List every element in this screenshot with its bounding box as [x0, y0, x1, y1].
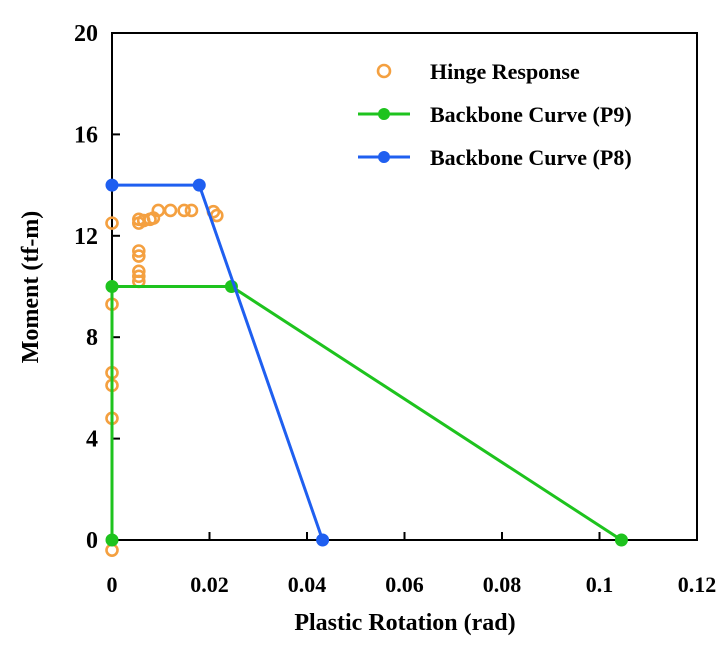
x-tick-label: 0.04: [288, 572, 327, 597]
x-tick-label: 0.02: [190, 572, 229, 597]
y-tick-label: 0: [86, 528, 98, 554]
y-axis: 0 4 8 12 16 20: [74, 21, 120, 554]
series-backbone-curve-p9: [105, 280, 628, 547]
x-tick-label: 0.08: [483, 572, 522, 597]
series-line: [112, 183, 325, 541]
y-tick-label: 20: [74, 21, 98, 47]
data-point: [105, 280, 119, 293]
y-tick-label: 4: [86, 427, 98, 453]
x-tick-label: 0.1: [586, 572, 614, 597]
y-tick-label: 8: [86, 325, 98, 351]
data-point: [105, 178, 119, 192]
data-point: [105, 216, 119, 230]
data-point: [192, 178, 206, 192]
y-axis-label: Moment (tf-m): [18, 211, 44, 364]
x-tick-label: 0.12: [678, 572, 717, 597]
legend-marker: [376, 63, 392, 79]
data-point: [132, 269, 146, 284]
data-point: [105, 533, 119, 547]
data-point: [163, 203, 178, 218]
data-point: [316, 533, 330, 547]
legend-label: Hinge Response: [430, 59, 580, 84]
series-backbone-curve-p8: [105, 178, 330, 547]
x-axis: 0 0.02 0.04 0.06 0.08 0.1 0.12: [107, 532, 717, 597]
data-point: [177, 203, 191, 218]
legend-item: Backbone Curve (P8): [358, 145, 632, 170]
legend-item: Hinge Response: [376, 59, 580, 84]
legend-marker: [378, 108, 390, 120]
x-tick-label: 0.06: [385, 572, 424, 597]
series-hinge-response: [105, 203, 224, 557]
data-point: [184, 203, 199, 218]
x-tick-label: 0: [107, 572, 118, 597]
series-line: [110, 285, 623, 542]
legend-item: Backbone Curve (P9): [358, 102, 632, 127]
legend-label: Backbone Curve (P8): [430, 145, 632, 170]
series-layer: [105, 178, 628, 557]
data-point: [614, 533, 628, 547]
data-point: [132, 244, 146, 258]
legend: Hinge Response Backbone Curve (P9) Backbon…: [358, 59, 632, 170]
data-point: [132, 249, 146, 263]
legend-label: Backbone Curve (P9): [430, 102, 632, 127]
y-tick-label: 16: [74, 122, 98, 148]
legend-marker: [378, 151, 390, 163]
y-tick-label: 12: [74, 224, 98, 250]
data-point: [132, 264, 146, 279]
x-axis-label: Plastic Rotation (rad): [294, 610, 515, 636]
